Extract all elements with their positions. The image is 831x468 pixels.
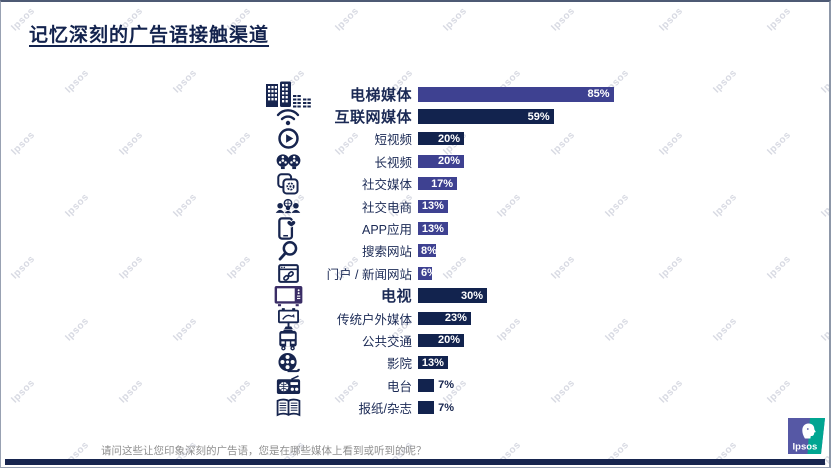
- bar-value: 59%: [527, 110, 550, 123]
- bar-value: 20%: [437, 155, 460, 168]
- bar-label: 公共交通: [361, 334, 412, 349]
- bar: 23%: [418, 311, 471, 325]
- bar-area: 13%: [418, 356, 448, 370]
- bar-area: 20%: [418, 333, 464, 347]
- bar-value: 7%: [438, 401, 454, 414]
- chart-row: APP应用 13%: [265, 217, 614, 240]
- bar-label: 影院: [386, 357, 412, 372]
- bar-value: 13%: [421, 200, 444, 213]
- bar-area: 59%: [418, 109, 554, 125]
- bar-area: 20%: [418, 154, 464, 168]
- bar: 20%: [418, 154, 464, 168]
- chart-row: 传统户外媒体 23%: [265, 307, 614, 329]
- bar-value: 20%: [437, 334, 460, 347]
- chart-row: 电梯媒体 85%: [265, 81, 614, 108]
- bar-label: 传统户外媒体: [336, 312, 412, 327]
- magnifier-icon: [265, 240, 311, 261]
- bar-value: 30%: [460, 289, 483, 302]
- chart-row: 影院 13%: [265, 352, 614, 374]
- film-reels-icon: [265, 153, 311, 170]
- bar: 30%: [418, 288, 487, 304]
- browser-link-icon: [265, 263, 311, 283]
- bar-label: 短视频: [374, 133, 412, 148]
- tv-icon: [265, 285, 311, 307]
- bar: 13%: [418, 199, 448, 213]
- chart-row: 门户 / 新闻网站 6%: [265, 262, 614, 284]
- billboard-icon: [265, 307, 311, 330]
- bar: 6%: [418, 266, 437, 280]
- chart-row: 短视频 20%: [265, 128, 614, 150]
- bar-chart: 电梯媒体 85% 互联网媒体 59% 短视频 20% 长视频 20% 社交媒体 17% 社…: [265, 81, 614, 419]
- cinema-reel-icon: [265, 352, 311, 374]
- bottom-strip: [5, 459, 825, 465]
- bar-label: 社交媒体: [361, 178, 412, 193]
- bus-icon: [265, 329, 311, 351]
- chart-row: 报纸/杂志 7%: [265, 396, 614, 418]
- open-book-icon: [265, 398, 311, 417]
- bar-area: 20%: [418, 132, 464, 146]
- bar: [418, 401, 435, 415]
- bar-value: 8%: [421, 244, 437, 257]
- bar-area: 13%: [418, 199, 448, 213]
- bar: [418, 378, 435, 392]
- bar: 17%: [418, 177, 458, 191]
- chart-row: 社交媒体 17%: [265, 173, 614, 195]
- page-title: 记忆深刻的广告语接触渠道: [29, 25, 270, 46]
- bar-area: 85%: [418, 86, 614, 102]
- bar-area: 17%: [418, 177, 458, 191]
- chart-row: 搜索网站 8%: [265, 240, 614, 262]
- bar-label: 长视频: [374, 155, 412, 170]
- bar-value: 17%: [431, 177, 454, 190]
- bar: 85%: [418, 86, 614, 102]
- footnote: 请问这些让您印象深刻的广告语，您是在哪些媒体上看到或听到的呢？: [101, 445, 427, 457]
- bar-area: 8%: [418, 244, 437, 258]
- chart-row: 电台 7%: [265, 374, 614, 396]
- bar-label: 搜索网站: [361, 245, 412, 260]
- bar-value: 7%: [438, 379, 454, 392]
- bar-area: 6%: [418, 266, 437, 280]
- radio-icon: [265, 375, 311, 395]
- bar-area: 13%: [418, 222, 448, 236]
- phone-heart-icon: [265, 217, 311, 240]
- bar: 13%: [418, 222, 448, 236]
- bar: 59%: [418, 109, 554, 125]
- bar: 20%: [418, 333, 464, 347]
- buildings-icon: [265, 81, 311, 108]
- bar-label: 互联网媒体: [334, 109, 412, 127]
- bar-value: 13%: [421, 222, 444, 235]
- chart-row: 社交电商 13%: [265, 195, 614, 217]
- bar-label: APP应用: [361, 223, 412, 238]
- chart-row: 互联网媒体 59%: [265, 105, 614, 127]
- bar-label: 社交电商: [361, 200, 412, 215]
- bar: 20%: [418, 132, 464, 146]
- bar-label: 电视: [380, 288, 412, 306]
- bar: 8%: [418, 244, 437, 258]
- bar-label: 门户 / 新闻网站: [326, 267, 412, 282]
- bar-rows: 电梯媒体 85% 互联网媒体 59% 短视频 20% 长视频 20% 社交媒体 17% 社…: [265, 81, 614, 419]
- bar-value: 20%: [437, 132, 460, 145]
- ipsos-logo-text: Ipsos: [793, 442, 818, 453]
- bar-value: 23%: [444, 312, 467, 325]
- people-globe-icon: [265, 198, 311, 215]
- ipsos-logo: Ipsos: [788, 418, 825, 454]
- bar-area: 23%: [418, 311, 471, 325]
- chart-row: 电视 30%: [265, 285, 614, 307]
- bar-area: 30%: [418, 288, 487, 304]
- bar-label: 电台: [386, 379, 412, 394]
- bar-value: 85%: [587, 88, 610, 101]
- bar: 13%: [418, 356, 448, 370]
- bar-label: 电梯媒体: [349, 86, 412, 104]
- apps-gear-icon: [265, 173, 311, 195]
- bar-value: 6%: [421, 267, 437, 280]
- bar-area: 7%: [418, 401, 454, 415]
- bar-area: 7%: [418, 378, 454, 392]
- chart-row: 公共交通 20%: [265, 329, 614, 351]
- bar-value: 13%: [421, 356, 444, 369]
- chart-row: 长视频 20%: [265, 150, 614, 172]
- wifi-icon: [265, 108, 311, 126]
- bar-label: 报纸/杂志: [358, 402, 412, 417]
- play-icon: [265, 128, 311, 150]
